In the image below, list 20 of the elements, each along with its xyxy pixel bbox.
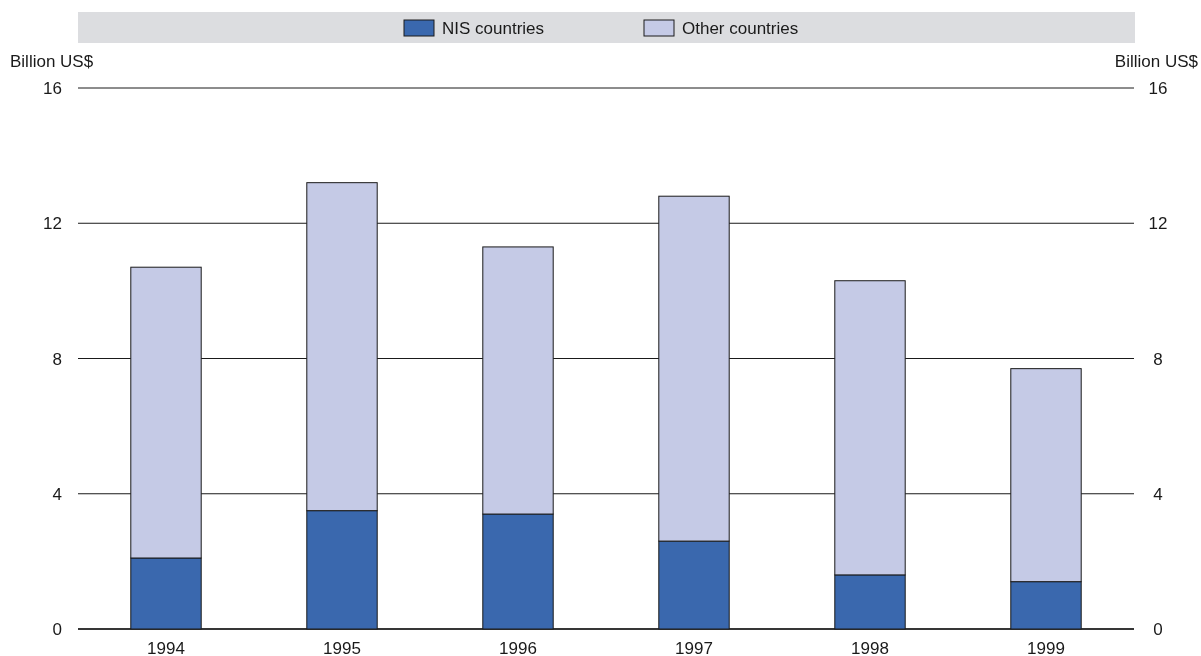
legend-label: NIS countries (442, 19, 545, 38)
x-tick-label: 1997 (675, 639, 713, 656)
y-axis-title: Billion US$ (10, 52, 94, 71)
y2-tick-label: 4 (1153, 484, 1163, 504)
y2-tick-label: 8 (1153, 349, 1163, 369)
y-tick-label: 8 (52, 349, 62, 369)
y-tick-label: 16 (43, 79, 62, 98)
x-tick-label: 1994 (147, 639, 185, 656)
x-tick-label: 1996 (499, 639, 537, 656)
y2-tick-label: 0 (1153, 620, 1163, 639)
x-tick-label: 1998 (851, 639, 889, 656)
y2-axis-title: Billion US$ (1114, 52, 1199, 71)
x-tick-label: 1999 (1027, 639, 1065, 656)
x-tick-label: 1995 (323, 639, 361, 656)
y2-tick-label: 16 (1148, 79, 1168, 98)
y-tick-label: 12 (43, 214, 62, 234)
y-tick-label: 0 (52, 620, 62, 639)
y-tick-label: 4 (52, 484, 62, 504)
legend-label: Other countries (682, 19, 799, 38)
y2-tick-label: 12 (1148, 214, 1168, 234)
